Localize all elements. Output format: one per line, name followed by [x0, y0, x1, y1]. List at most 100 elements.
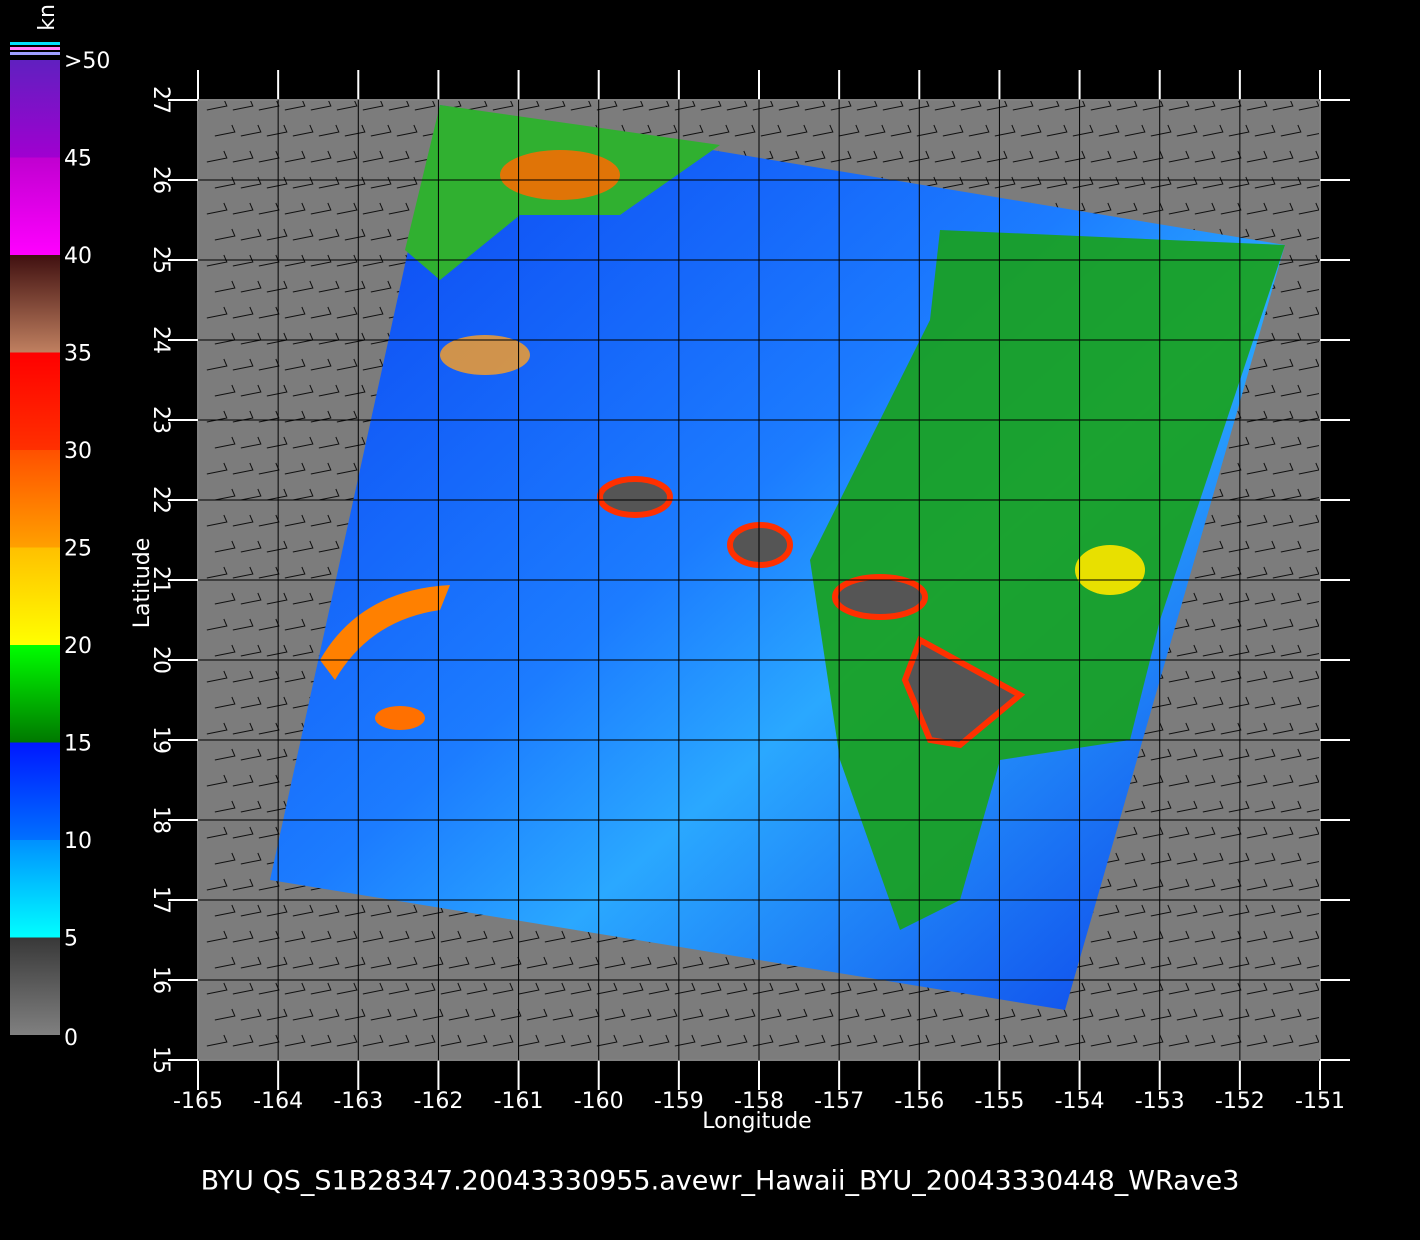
wind-barb — [240, 852, 262, 865]
wind-barb — [232, 670, 254, 683]
wind-barb — [1246, 982, 1268, 995]
wind-barb — [240, 488, 262, 501]
wind-barb — [526, 1008, 548, 1021]
wind-barb — [206, 1034, 228, 1047]
wind-barb — [1254, 748, 1276, 761]
x-tick-label: -156 — [894, 1089, 944, 1114]
wind-barb — [292, 436, 314, 449]
wind-barb — [1298, 878, 1320, 891]
colorbar-band — [10, 840, 60, 938]
wind-barb — [570, 982, 592, 995]
wind-barb — [232, 566, 254, 579]
wind-barb — [1012, 150, 1034, 163]
wind-barb — [292, 280, 314, 293]
wind-barb — [942, 176, 964, 189]
wind-barb — [214, 696, 236, 709]
wind-barb — [838, 124, 860, 137]
y-tick-label: 26 — [148, 166, 173, 194]
y-tick-label: 19 — [148, 726, 173, 754]
wind-barb — [1046, 124, 1068, 137]
wind-barb — [1298, 722, 1320, 735]
wind-barb — [1150, 696, 1172, 709]
wind-barb — [336, 358, 358, 371]
wind-barb — [318, 384, 340, 397]
wind-barb — [726, 982, 748, 995]
wind-barb — [284, 202, 306, 215]
wind-barb — [1272, 826, 1294, 839]
wind-barb — [1220, 514, 1242, 527]
wind-barb — [292, 488, 314, 501]
wind-barb — [232, 202, 254, 215]
y-tick-label: 20 — [148, 646, 173, 674]
wind-barb — [396, 904, 418, 917]
wind-barb — [206, 930, 228, 943]
wind-barb — [812, 124, 834, 137]
y-tick-label: 24 — [148, 326, 173, 354]
high-wind-zone — [320, 585, 450, 680]
wind-barb — [1176, 644, 1198, 657]
wind-barb — [310, 566, 332, 579]
wind-barb — [1142, 878, 1164, 891]
wind-barb — [682, 124, 704, 137]
wind-barb — [1168, 722, 1190, 735]
wind-barb — [1298, 150, 1320, 163]
wind-barb — [1272, 774, 1294, 787]
wind-barb — [1298, 670, 1320, 683]
colorbar-band — [10, 742, 60, 840]
wind-barb — [1254, 800, 1276, 813]
wind-barb — [214, 644, 236, 657]
wind-barb — [518, 100, 540, 111]
wind-barb — [266, 280, 288, 293]
wind-barb — [760, 124, 782, 137]
colorbar-cap — [10, 42, 60, 45]
wind-barb — [908, 100, 930, 111]
wind-barb — [1150, 748, 1172, 761]
wind-barb — [1168, 670, 1190, 683]
wind-barb — [1306, 652, 1320, 657]
wind-barb — [284, 1034, 306, 1047]
wind-barb — [786, 1008, 808, 1021]
wind-barb — [1194, 150, 1216, 163]
wind-barb — [570, 1034, 592, 1047]
wind-barb — [1228, 488, 1250, 501]
wind-barb — [318, 540, 340, 553]
wind-barb — [700, 1034, 722, 1047]
wind-barb — [648, 100, 670, 111]
wind-barb — [1168, 774, 1190, 787]
wind-barb — [544, 1034, 566, 1047]
wind-barb — [1246, 618, 1268, 631]
wind-barb — [336, 1034, 358, 1047]
colorbar-band — [10, 547, 60, 645]
wind-barb — [1168, 1034, 1190, 1047]
wind-barb — [648, 1034, 670, 1047]
wind-barb — [232, 358, 254, 371]
wind-barb — [1202, 176, 1224, 189]
wind-barb — [1246, 566, 1268, 579]
wind-barb — [214, 748, 236, 761]
wind-barb — [1306, 808, 1320, 813]
wind-barb — [344, 280, 366, 293]
wind-barb — [1020, 176, 1042, 189]
wind-barb — [344, 956, 366, 969]
wind-barb — [266, 488, 288, 501]
wind-barb — [1176, 748, 1198, 761]
wind-barb — [1306, 496, 1320, 501]
wind-barb — [370, 956, 392, 969]
wind-barb — [1098, 124, 1120, 137]
wind-barb — [310, 254, 332, 267]
wind-barb — [708, 1008, 730, 1021]
wind-barb — [1020, 1008, 1042, 1021]
wind-barb — [1280, 956, 1302, 969]
wind-barb — [1202, 696, 1224, 709]
wind-barb — [1202, 540, 1224, 553]
wind-barb — [318, 436, 340, 449]
wind-barb — [388, 982, 410, 995]
y-tick-label: 21 — [148, 566, 173, 594]
wind-barb — [1246, 930, 1268, 943]
wind-barb — [214, 800, 236, 813]
wind-barb — [1280, 644, 1302, 657]
wind-barb — [1280, 696, 1302, 709]
wind-barb — [258, 826, 280, 839]
wind-barb — [1220, 618, 1242, 631]
wind-barb — [214, 904, 236, 917]
